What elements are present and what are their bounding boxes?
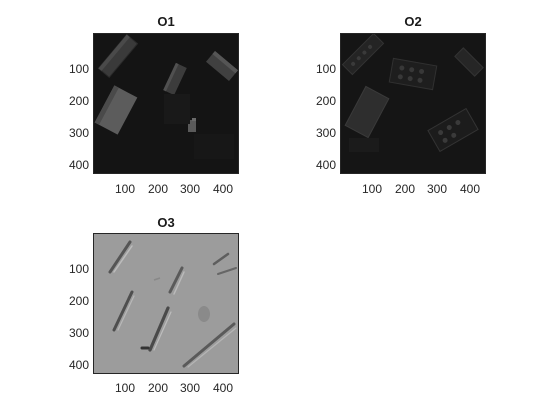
x-tick-label: 300 xyxy=(179,182,201,196)
y-tick-label: 200 xyxy=(68,294,89,308)
y-tick-label: 400 xyxy=(68,158,89,172)
x-tick-label: 100 xyxy=(114,381,136,395)
x-tick-label: 400 xyxy=(459,182,481,196)
panel-title: O1 xyxy=(157,14,175,29)
y-tick-label: 300 xyxy=(315,126,336,140)
image-o1-content xyxy=(94,34,238,173)
image-o2 xyxy=(340,33,486,174)
x-tick-label: 300 xyxy=(179,381,201,395)
image-o3-content xyxy=(94,234,238,373)
image-o3 xyxy=(93,233,239,374)
x-tick-label: 100 xyxy=(361,182,383,196)
x-tick-label: 200 xyxy=(147,182,169,196)
y-tick-label: 300 xyxy=(68,126,89,140)
image-o2-content xyxy=(341,34,485,173)
x-tick-label: 200 xyxy=(394,182,416,196)
x-tick-label: 300 xyxy=(426,182,448,196)
x-tick-label: 100 xyxy=(114,182,136,196)
y-tick-label: 300 xyxy=(68,326,89,340)
y-tick-label: 200 xyxy=(68,94,89,108)
y-tick-label: 100 xyxy=(315,62,336,76)
panel-title: O2 xyxy=(404,14,422,29)
y-tick-label: 400 xyxy=(315,158,336,172)
y-tick-label: 200 xyxy=(315,94,336,108)
y-tick-label: 400 xyxy=(68,358,89,372)
image-o1 xyxy=(93,33,239,174)
y-tick-label: 100 xyxy=(68,62,89,76)
y-tick-label: 100 xyxy=(68,262,89,276)
x-tick-label: 400 xyxy=(212,182,234,196)
x-tick-label: 200 xyxy=(147,381,169,395)
panel-title: O3 xyxy=(157,215,175,230)
x-tick-label: 400 xyxy=(212,381,234,395)
